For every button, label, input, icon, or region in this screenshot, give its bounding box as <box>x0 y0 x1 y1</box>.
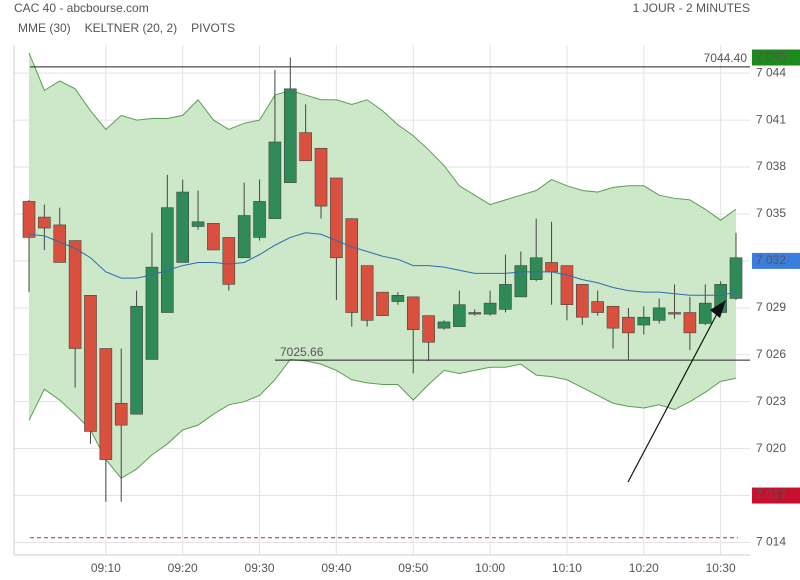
y-tick-label: 7 023 <box>756 394 786 408</box>
x-tick-label: 09:50 <box>398 561 428 575</box>
candle-body <box>161 207 174 313</box>
candle-body <box>406 296 420 331</box>
candle-body <box>360 265 374 321</box>
x-tick-label: 10:20 <box>629 561 659 575</box>
candle-body <box>345 218 359 313</box>
candle-body <box>191 221 205 227</box>
candle-body <box>330 177 343 259</box>
candle-body <box>729 257 743 299</box>
legend-entry: KELTNER (20, 2) <box>85 21 177 35</box>
pivot-label: 7044.40 <box>704 51 748 65</box>
legend-entry: MME (30) <box>18 21 71 35</box>
candle-body <box>606 305 620 329</box>
y-tick-label: 7 038 <box>756 159 786 173</box>
candle-body <box>145 266 159 360</box>
candle-body <box>668 312 681 315</box>
candle-body <box>545 262 558 273</box>
candle-body <box>314 147 328 207</box>
candle-body <box>207 223 220 251</box>
candle-body <box>283 88 297 183</box>
legend-entry: PIVOTS <box>191 21 235 35</box>
candle-body <box>576 284 589 318</box>
candle-body <box>84 295 97 432</box>
annotation-arrow <box>627 309 720 483</box>
candle-body <box>38 216 51 229</box>
candle-body <box>683 312 697 334</box>
y-tick-label: 7 020 <box>756 441 786 455</box>
x-tick-label: 09:40 <box>321 561 351 575</box>
candle-body <box>529 257 543 280</box>
price-tag <box>752 252 800 269</box>
y-tick-label: 7 044 <box>756 65 786 79</box>
candle-body <box>652 307 666 321</box>
candle-body <box>114 402 128 426</box>
y-tick-label: 7 041 <box>756 112 786 126</box>
candle-body <box>268 141 282 219</box>
price-tag <box>752 49 800 66</box>
candle-body <box>422 315 435 343</box>
candle-body <box>591 301 604 313</box>
candle-body <box>53 224 67 263</box>
y-tick-label: 7 029 <box>756 300 786 314</box>
price-tag-label: 7 045 <box>756 50 786 64</box>
candle-body <box>453 304 466 327</box>
candle-body <box>222 237 236 285</box>
candle-body <box>99 348 113 460</box>
arrow-head <box>710 300 726 318</box>
x-tick-label: 09:10 <box>91 561 121 575</box>
candle-body <box>483 302 497 315</box>
price-tag-label: 7 017 <box>756 488 786 502</box>
candle-body <box>237 215 251 259</box>
candle-body <box>176 191 189 263</box>
price-tag-label: 7 032 <box>756 253 786 267</box>
candle-body <box>299 132 312 162</box>
pivot-label: 7025.66 <box>280 345 324 359</box>
candle-body <box>499 284 512 310</box>
candle-body <box>514 265 528 298</box>
y-tick-label: 7 035 <box>756 206 786 220</box>
price-tag <box>752 487 800 504</box>
candle-body <box>437 321 451 329</box>
candle-body <box>560 265 574 305</box>
candle-body <box>376 291 389 316</box>
x-tick-label: 09:30 <box>245 561 275 575</box>
x-tick-label: 10:30 <box>706 561 736 575</box>
plot: 7 014 7 017 7 020 7 023 7 026 7 029 7 032 7 035… <box>13 21 800 575</box>
candle-body <box>468 312 482 315</box>
candle-body <box>698 302 712 324</box>
keltner-band <box>29 52 736 479</box>
x-tick-label: 10:00 <box>475 561 505 575</box>
candle-body <box>22 201 36 238</box>
candle-body <box>637 316 651 326</box>
candle-body <box>253 201 266 238</box>
keltner-upper <box>28 52 737 221</box>
candle-body <box>391 295 405 302</box>
mme-line <box>28 232 737 296</box>
candle-body <box>622 316 635 334</box>
x-tick-label: 10:10 <box>552 561 582 575</box>
chart-title: CAC 40 - abcbourse.com <box>14 1 149 15</box>
candle-body <box>130 305 143 415</box>
chart-subtitle: 1 JOUR - 2 MINUTES <box>633 1 750 15</box>
x-tick-label: 09:20 <box>168 561 198 575</box>
candle-body <box>68 240 82 349</box>
keltner-lower <box>28 358 737 479</box>
y-tick-label: 7 014 <box>756 535 786 549</box>
y-tick-label: 7 026 <box>756 347 786 361</box>
